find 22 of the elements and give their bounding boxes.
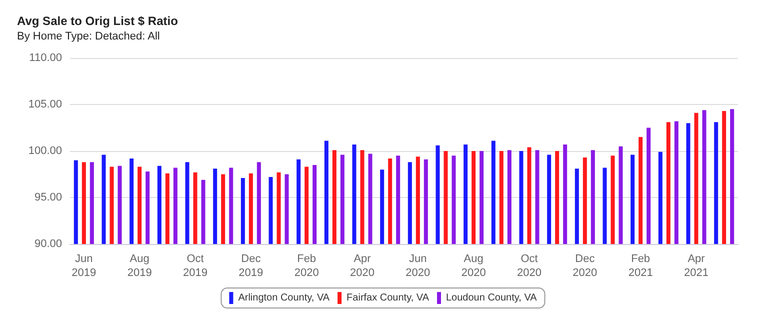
legend-label: Fairfax County, VA [346,292,430,304]
x-tick-label: Aug 2020 [461,253,486,279]
x-tick-label: Jun 2020 [406,253,430,279]
legend-label: Arlington County, VA [238,292,330,304]
x-tick-label: Apr 2020 [350,253,374,279]
y-tick-label: 105.00 [28,98,62,110]
x-tick-label: Dec 2020 [572,253,598,279]
x-tick-label: Feb 2021 [628,253,653,279]
chart-title: Avg Sale to Orig List $ Ratio [17,14,178,28]
chart-subtitle: By Home Type: Detached: All [17,30,160,42]
x-tick-label: Feb 2020 [294,253,319,279]
legend-label: Loudoun County, VA [446,292,538,304]
x-tick-label: Dec 2019 [238,253,264,279]
x-tick-label: Oct 2019 [183,253,208,279]
x-tick-label: Oct 2020 [517,253,542,279]
y-tick-label: 90.00 [34,238,62,250]
x-tick-label: Jun 2019 [72,253,96,279]
y-tick-label: 110.00 [29,52,62,64]
y-tick-label: 95.00 [34,192,62,204]
x-tick-label: Aug 2019 [127,253,152,279]
y-tick-label: 100.00 [28,145,62,157]
x-tick-label: Apr 2021 [684,253,708,279]
